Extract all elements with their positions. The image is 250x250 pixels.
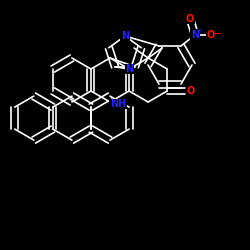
Text: −: − bbox=[213, 29, 223, 39]
Text: N: N bbox=[125, 64, 133, 74]
Text: N: N bbox=[191, 30, 199, 40]
Text: O: O bbox=[186, 14, 194, 24]
Text: O: O bbox=[207, 30, 215, 40]
Text: NH: NH bbox=[110, 99, 126, 109]
Text: N: N bbox=[121, 31, 129, 41]
Text: +: + bbox=[196, 28, 202, 34]
Text: O: O bbox=[186, 86, 194, 96]
